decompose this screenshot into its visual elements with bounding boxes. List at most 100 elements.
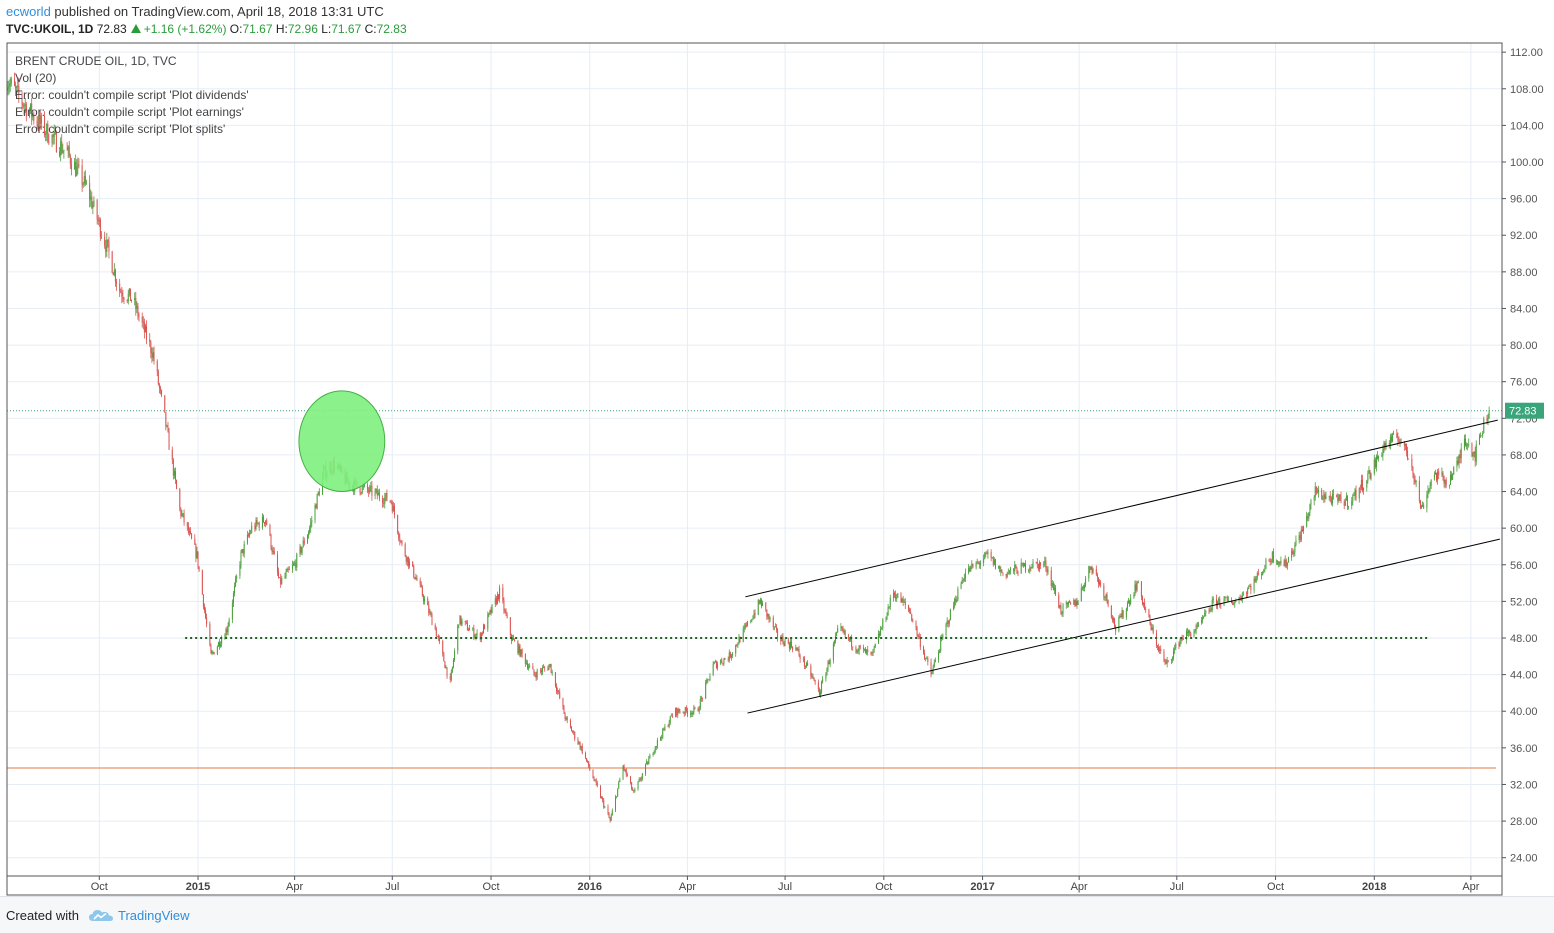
time-tick-label: 2017: [970, 881, 994, 893]
candle-body: [892, 592, 894, 598]
candle-body: [504, 610, 506, 612]
candle-body: [1070, 602, 1072, 605]
candle-body: [250, 532, 252, 534]
candle-body: [82, 183, 84, 185]
price-axis[interactable]: 24.00 28.00 32.00 36.00 40.00 44.00 48.00 52.00…: [1502, 47, 1544, 865]
candle-body: [1322, 498, 1324, 500]
candle-body: [1456, 460, 1458, 468]
candle-body: [1125, 608, 1127, 618]
candle-body: [520, 649, 522, 657]
candle-body: [1321, 490, 1323, 499]
candle-body: [225, 629, 227, 638]
price-tick-label: 36.00: [1510, 743, 1538, 755]
candle-body: [993, 559, 995, 565]
candle-body: [300, 546, 302, 553]
candle-body: [367, 484, 369, 491]
candle-body: [544, 667, 546, 669]
candle-body: [1043, 563, 1045, 566]
candle-body: [611, 810, 613, 816]
candle-body: [1286, 562, 1288, 567]
candle-body: [1095, 568, 1097, 575]
candle-body: [84, 176, 86, 184]
candle-body: [122, 296, 124, 299]
candle-body: [271, 548, 273, 553]
candle-body: [1092, 568, 1094, 573]
candle-body: [296, 554, 298, 568]
last-price: 72.83: [96, 22, 127, 36]
candle-body: [63, 149, 65, 152]
candle-body: [615, 796, 617, 811]
candle-body: [1317, 490, 1319, 493]
highlight-ellipse: [298, 390, 386, 493]
candle-body: [1405, 443, 1407, 451]
candle-body: [361, 486, 363, 493]
candle-body: [633, 790, 635, 792]
candle-body: [1112, 618, 1114, 621]
candle-body: [134, 297, 136, 301]
candle-body: [1315, 486, 1317, 494]
candle-body: [1445, 480, 1447, 486]
candle-body: [609, 817, 611, 821]
candle-body: [1268, 559, 1270, 562]
tradingview-cloud-icon[interactable]: [88, 907, 114, 923]
price-tick-label: 108.00: [1510, 84, 1544, 96]
candle-body: [40, 116, 42, 124]
price-chart[interactable]: 24.00 28.00 32.00 36.00 40.00 44.00 48.00 52.00…: [0, 0, 1554, 896]
candle-body: [1257, 573, 1259, 574]
candle-body: [968, 567, 970, 573]
candle-body: [1114, 618, 1116, 627]
candle-body: [149, 339, 151, 342]
candle-body: [452, 659, 454, 667]
candle-body: [625, 769, 627, 775]
candle-body: [962, 580, 964, 581]
candle-body: [842, 629, 844, 632]
candle-body: [1283, 560, 1285, 567]
candle-body: [1277, 561, 1279, 565]
candle-body: [918, 635, 920, 638]
candle-body: [1381, 455, 1383, 457]
candle-body: [882, 619, 884, 629]
open-label: O:: [229, 22, 243, 36]
candle-body: [596, 783, 598, 787]
candle-body: [461, 620, 463, 625]
candle-body: [81, 165, 83, 185]
tradingview-brand-link[interactable]: TradingView: [118, 908, 190, 923]
candle-body: [747, 621, 749, 626]
candle-body: [610, 815, 612, 821]
candle-body: [992, 557, 994, 565]
candle-body: [156, 360, 158, 372]
candle-body: [1249, 585, 1251, 587]
time-axis[interactable]: Oct 2015 Apr Jul Oct 2016 Apr Jul Oct 2017 Apr Jul O…: [91, 876, 1480, 893]
candle-body: [29, 110, 31, 117]
candle-body: [736, 644, 738, 646]
author-link[interactable]: ecworld: [6, 4, 51, 19]
candle-body: [724, 658, 726, 660]
candle-body: [389, 500, 391, 502]
candle-body: [413, 565, 415, 578]
candle-body: [639, 779, 641, 781]
candle-body: [1212, 598, 1214, 601]
candle-body: [1022, 562, 1024, 567]
candle-body: [1345, 495, 1347, 501]
candle-body: [999, 565, 1001, 572]
candle-body: [1377, 456, 1379, 459]
candle-body: [916, 627, 918, 636]
candle-body: [9, 83, 11, 87]
candle-body: [697, 708, 699, 712]
candle-body: [671, 715, 673, 717]
candle-body: [481, 632, 483, 634]
candle-body: [908, 604, 910, 610]
candle-body: [1343, 501, 1345, 506]
candle-body: [1037, 563, 1039, 570]
candle-body: [843, 630, 845, 632]
candle-body: [760, 599, 762, 607]
candle-body: [136, 305, 138, 310]
candle-body: [1118, 617, 1120, 632]
candle-body: [588, 761, 590, 767]
candle-body: [203, 606, 205, 611]
candle-body: [1396, 433, 1398, 438]
candle-body: [498, 594, 500, 600]
candle-body: [796, 647, 798, 650]
candle-body: [1058, 594, 1060, 608]
candle-body: [1329, 495, 1331, 499]
